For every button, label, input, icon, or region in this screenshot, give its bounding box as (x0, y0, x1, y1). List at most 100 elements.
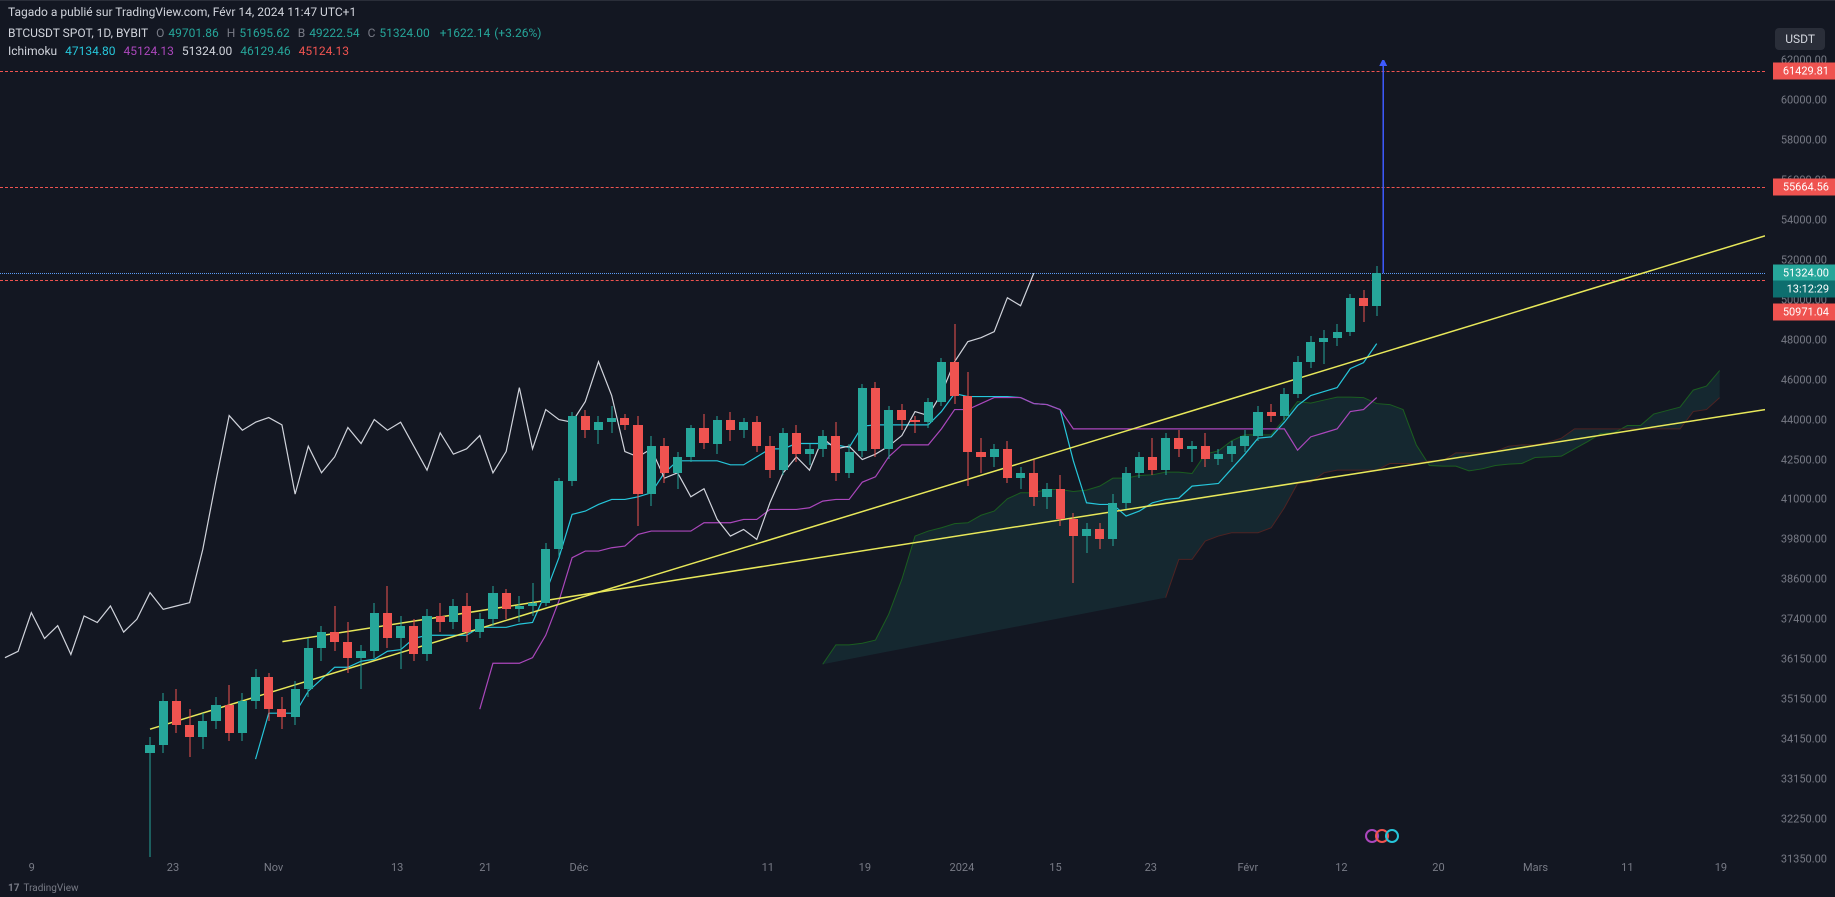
candle[interactable] (1253, 406, 1262, 441)
candle[interactable] (1227, 441, 1236, 462)
candle[interactable] (383, 586, 392, 648)
horizontal-line[interactable] (0, 273, 1765, 274)
candle[interactable] (805, 444, 814, 465)
candle[interactable] (172, 689, 181, 733)
candle[interactable] (330, 606, 339, 651)
symbol-name[interactable]: BTCUSDT SPOT, 1D, BYBIT (8, 26, 148, 40)
candle[interactable] (515, 596, 524, 623)
candle[interactable] (1333, 324, 1342, 346)
candle[interactable] (581, 410, 590, 439)
candle[interactable] (1056, 475, 1065, 526)
candle[interactable] (251, 669, 260, 709)
candle[interactable] (910, 416, 919, 433)
candle[interactable] (1174, 430, 1183, 457)
chart-canvas[interactable] (0, 60, 1765, 859)
candle[interactable] (765, 436, 774, 479)
candle[interactable] (370, 603, 379, 658)
candle[interactable] (356, 645, 365, 689)
candle[interactable] (713, 416, 722, 455)
candle[interactable] (1161, 433, 1170, 476)
candle[interactable] (198, 713, 207, 749)
candle[interactable] (488, 586, 497, 626)
candle[interactable] (277, 697, 286, 729)
candle[interactable] (1267, 404, 1276, 423)
candle[interactable] (1187, 441, 1196, 462)
candle[interactable] (396, 616, 405, 669)
time-axis[interactable]: 923Nov1321Déc111920241523Févr1220Mars111… (0, 859, 1765, 879)
candle[interactable] (211, 697, 220, 729)
candle[interactable] (225, 685, 234, 741)
candle[interactable] (1359, 290, 1368, 322)
candle[interactable] (1319, 330, 1328, 364)
candle[interactable] (1016, 467, 1025, 488)
candle[interactable] (541, 543, 550, 606)
candle[interactable] (858, 384, 867, 457)
price-axis[interactable]: 62000.0060000.0058000.0056000.0054000.00… (1765, 60, 1835, 859)
candle[interactable] (185, 709, 194, 757)
candle[interactable] (818, 430, 827, 457)
candle[interactable] (528, 583, 537, 616)
candle[interactable] (1095, 523, 1104, 550)
candle[interactable] (1214, 449, 1223, 465)
candle[interactable] (660, 438, 669, 483)
candle[interactable] (159, 693, 168, 753)
candle[interactable] (422, 609, 431, 661)
candle[interactable] (554, 478, 563, 556)
candle[interactable] (633, 416, 642, 527)
candle[interactable] (1108, 494, 1117, 546)
horizontal-line[interactable] (0, 187, 1765, 188)
candle[interactable] (792, 425, 801, 462)
candle[interactable] (1148, 438, 1157, 475)
candle[interactable] (924, 398, 933, 428)
candle[interactable] (568, 412, 577, 487)
horizontal-line[interactable] (0, 280, 1765, 281)
candle[interactable] (1042, 483, 1051, 509)
candle[interactable] (238, 693, 247, 741)
candle[interactable] (264, 673, 273, 721)
currency-selector[interactable]: USDT (1775, 28, 1825, 50)
candle[interactable] (963, 372, 972, 487)
horizontal-line[interactable] (0, 71, 1765, 72)
candle[interactable] (462, 593, 471, 642)
candle[interactable] (647, 436, 656, 507)
candle[interactable] (343, 622, 352, 673)
candle[interactable] (594, 416, 603, 444)
candle[interactable] (502, 589, 511, 619)
candle[interactable] (1306, 336, 1315, 368)
candle[interactable] (1240, 430, 1249, 451)
candle[interactable] (409, 619, 418, 661)
candle[interactable] (607, 406, 616, 433)
candle[interactable] (291, 681, 300, 725)
candle[interactable] (1135, 452, 1144, 479)
candle[interactable] (620, 414, 629, 431)
candle[interactable] (831, 422, 840, 481)
indicator-settings-icon[interactable] (1369, 829, 1399, 843)
candle[interactable] (950, 324, 959, 404)
candle[interactable] (686, 425, 695, 462)
candle[interactable] (145, 737, 154, 857)
candle[interactable] (1003, 441, 1012, 484)
candle[interactable] (897, 404, 906, 431)
indicator-name[interactable]: Ichimoku (8, 44, 57, 58)
candle[interactable] (976, 438, 985, 473)
candle[interactable] (673, 452, 682, 489)
candle[interactable] (475, 613, 484, 639)
candle[interactable] (1082, 523, 1091, 553)
candle[interactable] (779, 428, 788, 476)
candle[interactable] (449, 599, 458, 629)
candle[interactable] (317, 626, 326, 662)
candle[interactable] (1029, 460, 1038, 507)
candle[interactable] (699, 414, 708, 449)
candle[interactable] (752, 416, 761, 452)
candle[interactable] (1293, 356, 1302, 398)
candle[interactable] (845, 444, 854, 479)
candle[interactable] (1069, 513, 1078, 583)
candle[interactable] (884, 406, 893, 460)
candle[interactable] (1201, 433, 1210, 468)
candle[interactable] (739, 418, 748, 439)
candle[interactable] (304, 638, 313, 697)
candle[interactable] (871, 382, 880, 457)
candle[interactable] (1122, 467, 1131, 509)
candle[interactable] (726, 412, 735, 441)
candle[interactable] (990, 444, 999, 468)
